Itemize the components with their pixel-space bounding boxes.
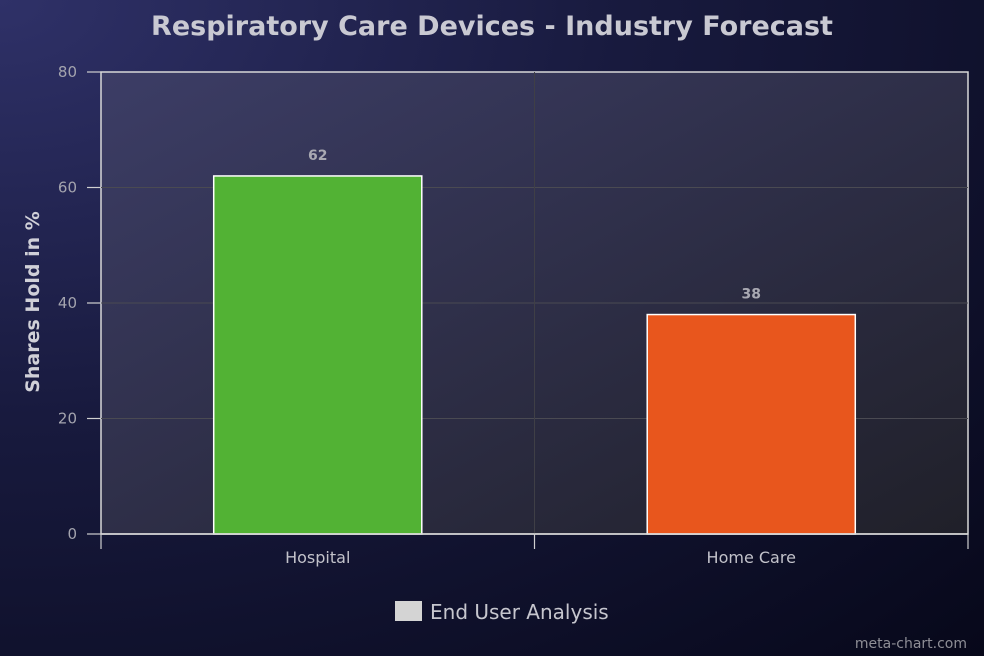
axes: 0 20 40 60 80 Hospital Home Care [58,63,969,567]
legend-swatch [395,601,422,621]
x-tick-label: Hospital [285,548,350,567]
x-tick-label: Home Care [707,548,796,567]
y-axis-label: Shares Hold in % [22,211,44,393]
y-tick-label: 80 [58,63,77,81]
legend-label: End User Analysis [430,600,609,624]
y-tick-label: 60 [58,179,77,197]
data-labels: 62 38 [308,148,761,303]
chart-title: Respiratory Care Devices - Industry Fore… [151,11,833,42]
credit-text[interactable]: meta-chart.com [855,636,967,652]
y-tick-label: 20 [58,410,77,428]
bar-hospital[interactable] [212,175,423,535]
y-tick-label: 0 [67,525,77,543]
data-label: 62 [308,148,327,164]
legend[interactable]: End User Analysis [395,600,609,624]
data-label: 38 [742,287,761,303]
y-tick-label: 40 [58,294,77,312]
bar-home-care[interactable] [646,313,857,535]
